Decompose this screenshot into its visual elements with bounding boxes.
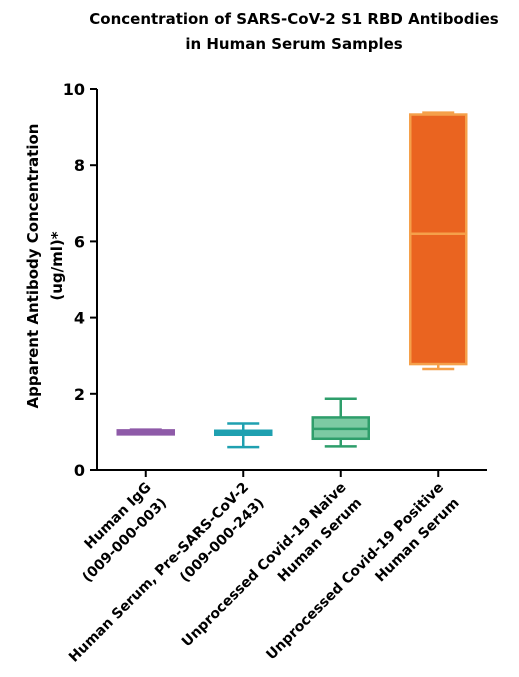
y-tick-label: 2 — [74, 385, 85, 404]
y-tick-label: 0 — [74, 461, 85, 480]
y-tick-label: 10 — [63, 80, 85, 99]
y-tick-label: 4 — [74, 309, 85, 328]
y-axis-label-line-1: Apparent Antibody Concentration — [24, 124, 42, 409]
y-tick-label: 8 — [74, 156, 85, 175]
chart-title-line-1: Concentration of SARS-CoV-2 S1 RBD Antib… — [89, 10, 499, 28]
y-tick-label: 6 — [74, 232, 85, 251]
y-axis-label-line-2: (ug/ml)* — [48, 231, 66, 300]
chart-title-line-2: in Human Serum Samples — [185, 35, 402, 53]
box-iqr — [409, 113, 468, 366]
